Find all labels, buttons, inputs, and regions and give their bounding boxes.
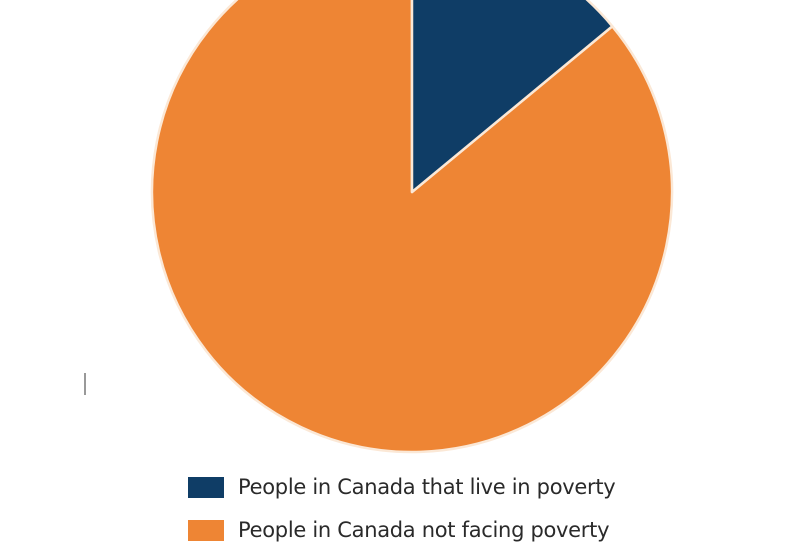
pie-slice-poverty [410, 0, 614, 194]
legend-item-not-poverty: People in Canada not facing poverty [188, 518, 610, 542]
legend-item-poverty: People in Canada that live in poverty [188, 475, 616, 499]
legend-label: People in Canada not facing poverty [238, 518, 610, 542]
edge-mark [84, 373, 86, 395]
legend-swatch [188, 476, 224, 498]
legend-label: People in Canada that live in poverty [238, 475, 616, 499]
pie-slice-not-poverty [150, 0, 674, 454]
legend-swatch [188, 519, 224, 541]
